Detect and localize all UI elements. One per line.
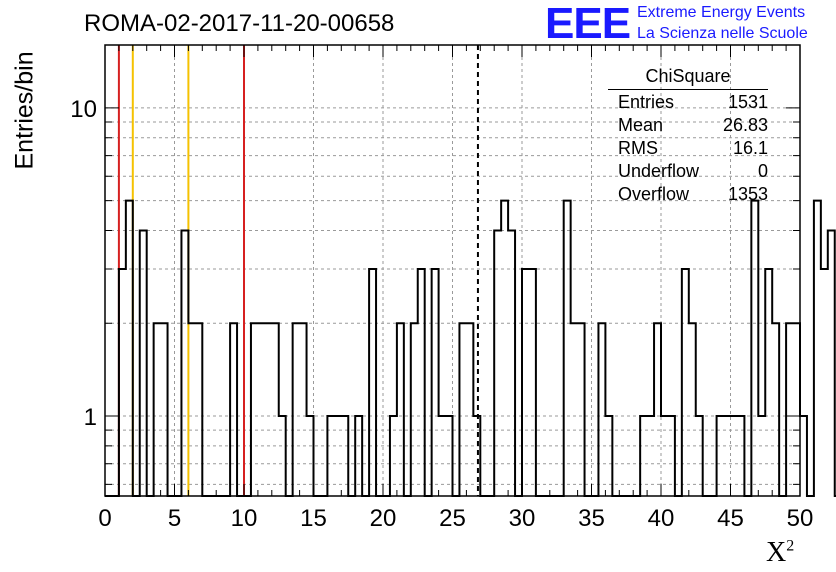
x-tick-label: 5 bbox=[168, 505, 181, 532]
x-tick-label: 10 bbox=[231, 505, 258, 532]
x-tick-label: 45 bbox=[717, 505, 744, 532]
x-tick-label: 20 bbox=[370, 505, 397, 532]
stats-row-underflow: Underflow 0 bbox=[608, 159, 778, 182]
x-tick-label: 0 bbox=[98, 505, 111, 532]
x-axis-label-sup: 2 bbox=[786, 537, 795, 555]
x-tick-label: 40 bbox=[648, 505, 675, 532]
stats-row-overflow: Overflow 1353 bbox=[608, 182, 778, 205]
stats-title: ChiSquare bbox=[608, 66, 768, 90]
x-tick-label: 35 bbox=[578, 505, 605, 532]
logo-line-1: Extreme Energy Events bbox=[637, 4, 806, 21]
stats-key: Entries bbox=[618, 92, 675, 112]
stats-row-rms: RMS 16.1 bbox=[608, 136, 778, 159]
stats-value: 16.1 bbox=[732, 138, 768, 158]
x-tick-label: 50 bbox=[787, 505, 814, 532]
stats-value: 26.83 bbox=[722, 115, 768, 135]
stats-row-mean: Mean 26.83 bbox=[608, 113, 778, 136]
stats-value: 0 bbox=[757, 161, 768, 181]
x-axis-label-base: X bbox=[766, 537, 787, 568]
stats-key: Underflow bbox=[618, 161, 700, 181]
y-tick-label: 1 bbox=[84, 404, 97, 431]
chart-title: ROMA-02-2017-11-20-00658 bbox=[84, 10, 395, 37]
stats-key: Overflow bbox=[618, 184, 690, 204]
eee-logo: EEE bbox=[545, 0, 631, 48]
x-axis-label: X2 bbox=[766, 537, 794, 569]
logo-line-2: La Scienza nelle Scuole bbox=[637, 25, 808, 42]
x-tick-label: 30 bbox=[509, 505, 536, 532]
x-tick-label: 15 bbox=[300, 505, 327, 532]
stats-key: RMS bbox=[618, 138, 658, 158]
stats-row-entries: Entries 1531 bbox=[608, 90, 778, 113]
stats-box: ChiSquare Entries 1531 Mean 26.83 RMS 16… bbox=[608, 66, 778, 205]
stats-value: 1531 bbox=[727, 92, 768, 112]
histogram-outline bbox=[105, 199, 836, 497]
y-tick-label: 10 bbox=[70, 96, 97, 123]
x-tick-label: 25 bbox=[439, 505, 466, 532]
stats-value: 1353 bbox=[727, 184, 768, 204]
stats-key: Mean bbox=[618, 115, 664, 135]
